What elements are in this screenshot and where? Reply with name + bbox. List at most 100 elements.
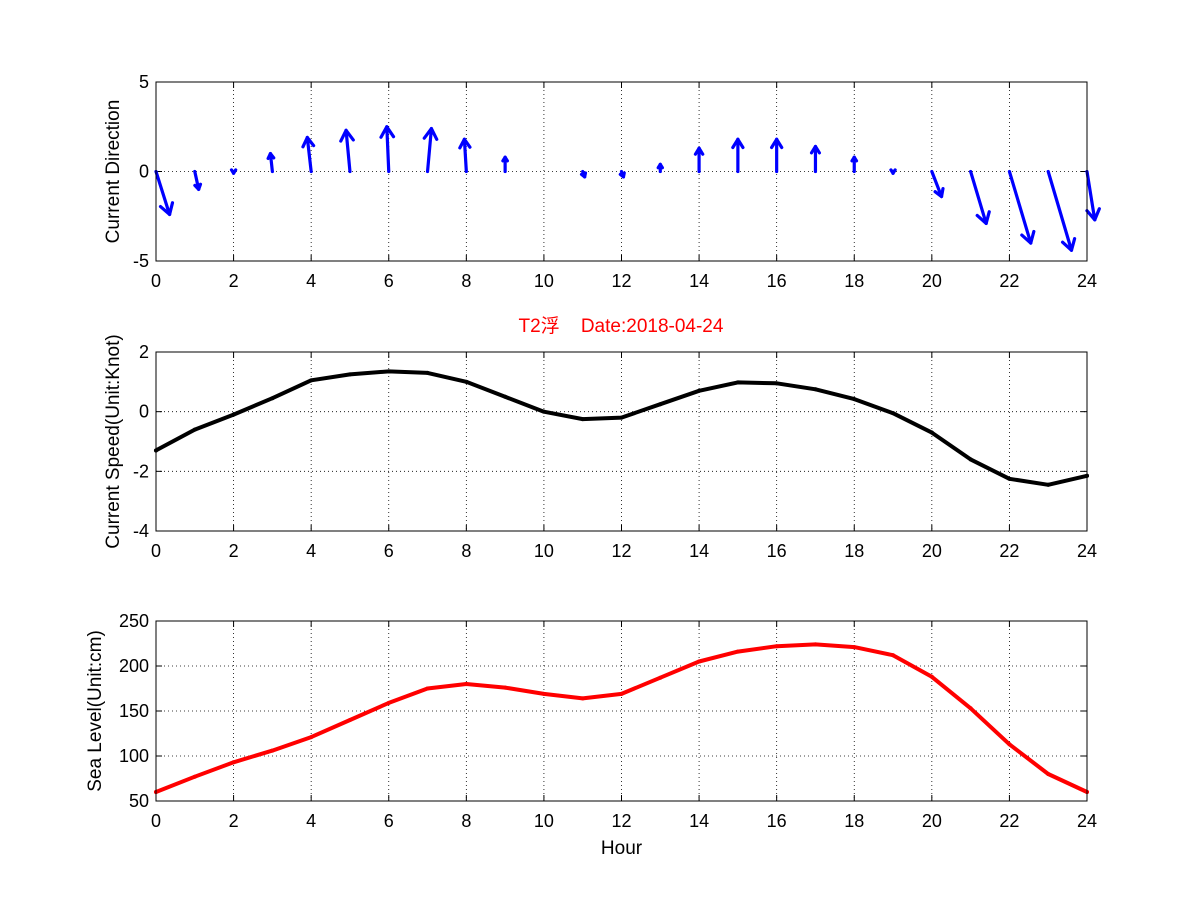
quiver-arrow [193, 169, 203, 191]
data-point [813, 387, 818, 392]
data-point [580, 696, 585, 701]
x-tick-label: 10 [534, 541, 554, 561]
data-point [347, 372, 352, 377]
data-point [891, 411, 896, 416]
data-point [968, 706, 973, 711]
quiver-arrow [339, 128, 355, 174]
data-point [464, 379, 469, 384]
data-point [541, 409, 546, 414]
quiver-arrow [579, 169, 588, 179]
arrow-head [1060, 237, 1077, 252]
x-tick-label: 14 [689, 541, 709, 561]
data-point [735, 649, 740, 654]
data-point [309, 735, 314, 740]
x-tick-label: 4 [306, 271, 316, 291]
quiver-arrow [379, 125, 396, 174]
data-point [658, 675, 663, 680]
arrow-head [770, 137, 784, 150]
x-tick-label: 14 [689, 811, 709, 831]
y-tick-label: 2 [139, 342, 149, 362]
arrow-head [193, 182, 203, 191]
data-point [1046, 482, 1051, 487]
arrow-head [889, 168, 897, 175]
y-tick-label: 5 [139, 72, 149, 92]
arrow-head [731, 137, 745, 150]
x-tick-label: 2 [229, 271, 239, 291]
arrow-head [501, 155, 509, 163]
y-axis-label: Current Speed(Unit:Knot) [103, 334, 124, 548]
data-point [231, 760, 236, 765]
x-tick-label: 2 [229, 811, 239, 831]
arrow-head [1020, 229, 1036, 245]
x-tick-label: 4 [306, 811, 316, 831]
x-tick-label: 12 [611, 541, 631, 561]
data-point [697, 388, 702, 393]
data-point [541, 691, 546, 696]
x-tick-label: 6 [384, 541, 394, 561]
quiver-arrow [1085, 169, 1101, 222]
arrow-head [850, 155, 859, 163]
y-tick-label: 50 [129, 791, 149, 811]
y-tick-label: 0 [139, 162, 149, 182]
x-tick-label: 0 [151, 541, 161, 561]
arrow-shaft [305, 135, 313, 174]
arrow-head [579, 171, 588, 179]
data-point [813, 642, 818, 647]
quiver-arrow [1007, 169, 1036, 245]
arrow-head [618, 171, 626, 179]
y-tick-label: 200 [119, 656, 149, 676]
arrow-shaft [1085, 169, 1097, 222]
y-tick-label: 150 [119, 701, 149, 721]
data-point [735, 380, 740, 385]
data-point [1007, 476, 1012, 481]
arrow-head [301, 135, 316, 149]
quiver-arrow [969, 169, 991, 226]
y-axis-label: Current Direction [103, 100, 124, 244]
quiver-arrow [693, 146, 705, 174]
data-point [309, 378, 314, 383]
data-point [386, 369, 391, 374]
quiver-arrow [930, 169, 945, 199]
arrow-shaft [462, 137, 468, 174]
y-tick-label: 0 [139, 402, 149, 422]
data-point [231, 412, 236, 417]
data-point [619, 691, 624, 696]
x-tick-label: 6 [384, 271, 394, 291]
arrow-head [809, 144, 821, 155]
x-tick-label: 12 [611, 811, 631, 831]
y-tick-label: -5 [133, 251, 149, 271]
x-tick-label: 10 [534, 811, 554, 831]
x-tick-label: 20 [922, 271, 942, 291]
x-tick-label: 2 [229, 541, 239, 561]
x-tick-label: 16 [767, 271, 787, 291]
quiver-arrow [154, 169, 175, 217]
quiver-arrow [731, 137, 745, 174]
x-tick-label: 14 [689, 271, 709, 291]
quiver-arrow [770, 137, 784, 174]
y-tick-label: -2 [133, 461, 149, 481]
data-point [425, 370, 430, 375]
y-tick-label: 100 [119, 746, 149, 766]
x-tick-label: 22 [999, 271, 1019, 291]
data-point [1046, 772, 1051, 776]
data-point [192, 427, 197, 432]
data-point [270, 748, 275, 753]
quiver-arrow [809, 144, 821, 174]
data-point [386, 700, 391, 705]
x-tick-label: 20 [922, 541, 942, 561]
x-tick-label: 0 [151, 811, 161, 831]
arrow-shaft [154, 169, 172, 217]
arrow-head [379, 125, 396, 139]
y-tick-label: 250 [119, 611, 149, 631]
data-point [891, 653, 896, 658]
x-tick-label: 12 [611, 271, 631, 291]
data-point [852, 397, 857, 402]
axes-frame [155, 620, 1088, 802]
x-tick-label: 8 [461, 811, 471, 831]
x-tick-label: 8 [461, 541, 471, 561]
x-tick-label: 24 [1077, 271, 1097, 291]
quiver-arrow [266, 152, 276, 174]
axes-frame [155, 81, 1088, 262]
